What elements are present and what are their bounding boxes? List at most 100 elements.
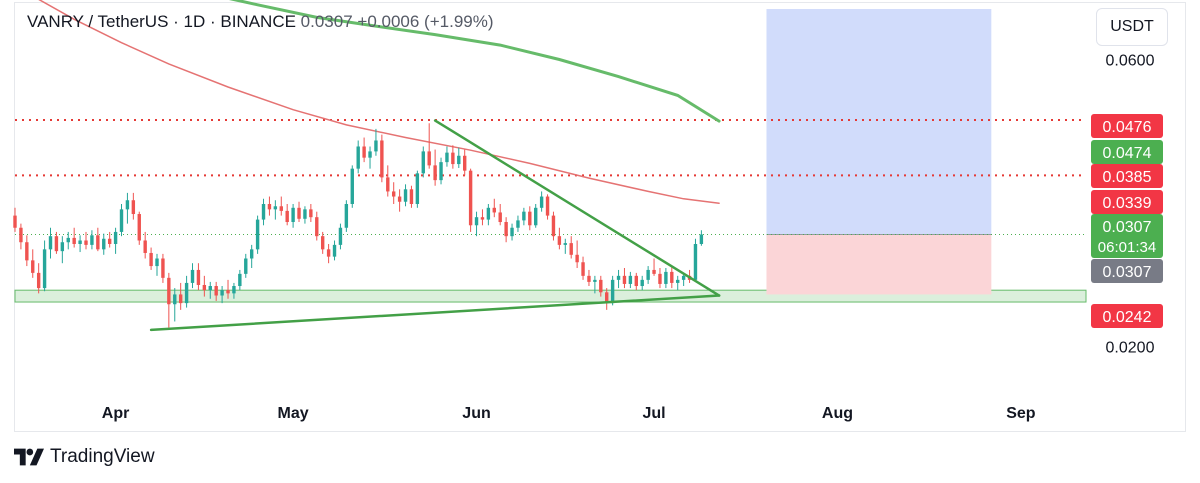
candle[interactable] [634,272,638,291]
candle[interactable] [457,147,461,169]
candle[interactable] [504,217,508,243]
candle[interactable] [474,211,479,237]
candle[interactable] [48,227,53,259]
candle[interactable] [486,203,491,226]
trendline-support[interactable] [149,294,721,332]
candle[interactable] [374,128,378,156]
price-label-box[interactable] [1091,114,1163,138]
candle[interactable] [173,288,177,322]
candle[interactable] [84,231,88,250]
candle[interactable] [320,231,325,254]
price-label-box[interactable] [1091,259,1163,283]
candle[interactable] [131,192,136,220]
candle[interactable] [178,282,183,310]
candle[interactable] [605,288,609,310]
candle[interactable] [291,203,295,228]
candle[interactable] [54,231,59,254]
candle[interactable] [232,282,236,299]
candle[interactable] [102,233,106,255]
candle[interactable] [279,196,283,216]
candle[interactable] [344,200,349,232]
candle[interactable] [303,206,307,224]
candle[interactable] [415,170,420,208]
candle[interactable] [652,258,656,276]
candle[interactable] [220,286,224,304]
candle[interactable] [463,149,467,176]
candle[interactable] [693,238,698,282]
trendline-resistance[interactable] [433,119,721,297]
candle[interactable] [255,215,260,254]
candle[interactable] [551,211,556,241]
symbol-title[interactable]: VANRY / TetherUS · 1D · BINANCE [27,12,296,31]
support-zone[interactable] [14,289,1087,303]
candle[interactable] [468,168,473,232]
candle[interactable] [362,137,366,163]
candle[interactable] [492,198,496,218]
candle[interactable] [699,230,704,246]
candle[interactable] [332,240,337,261]
candle[interactable] [439,157,443,185]
candle[interactable] [297,201,301,223]
price-label-box[interactable] [1091,140,1163,164]
position-loss-zone[interactable] [766,234,992,295]
candle[interactable] [646,266,650,284]
candle[interactable] [557,227,562,250]
candle[interactable] [285,203,289,226]
candle[interactable] [119,203,124,237]
candle[interactable] [190,263,195,289]
candle[interactable] [208,281,212,299]
brand-footer[interactable]: TradingView [14,446,155,468]
candle[interactable] [445,146,449,167]
candle[interactable] [391,182,396,204]
candle[interactable] [403,184,408,207]
candle[interactable] [273,200,278,220]
candle[interactable] [184,275,189,308]
candle[interactable] [155,253,159,276]
candle[interactable] [214,281,218,301]
price-label-box[interactable] [1091,164,1163,188]
candle[interactable] [96,227,100,252]
candle[interactable] [261,198,266,226]
candle[interactable] [610,275,615,306]
price-label-box[interactable] [1091,190,1163,214]
candle[interactable] [581,256,585,280]
candle[interactable] [427,123,431,169]
candle[interactable] [628,271,633,289]
candle[interactable] [143,231,147,259]
candle[interactable] [480,209,485,226]
candle[interactable] [149,247,153,270]
candle[interactable] [113,227,118,254]
candle[interactable] [433,149,437,186]
candle[interactable] [539,191,544,212]
candle[interactable] [451,145,455,169]
candle[interactable] [658,267,662,289]
candle[interactable] [575,240,579,268]
candle[interactable] [528,206,532,231]
moving-average-long[interactable] [198,0,721,123]
price-label-box[interactable] [1091,214,1163,258]
candle[interactable] [421,146,425,178]
candle[interactable] [670,266,674,289]
candle[interactable] [161,253,165,283]
candle[interactable] [587,269,591,287]
candle[interactable] [664,267,668,289]
candle[interactable] [31,249,35,278]
candle[interactable] [676,275,680,291]
candle[interactable] [125,192,130,224]
candle[interactable] [167,272,171,328]
candle[interactable] [202,275,207,297]
candle[interactable] [350,165,354,208]
candle[interactable] [13,207,17,232]
candle[interactable] [534,203,538,228]
price-label-box[interactable] [1091,304,1163,328]
candle[interactable] [368,146,372,169]
candle[interactable] [516,215,520,232]
candle[interactable] [563,238,567,254]
candle[interactable] [42,240,47,292]
candle[interactable] [107,231,112,248]
candle[interactable] [196,263,201,291]
candle[interactable] [599,275,603,297]
candle[interactable] [60,236,65,264]
candle[interactable] [72,227,76,248]
